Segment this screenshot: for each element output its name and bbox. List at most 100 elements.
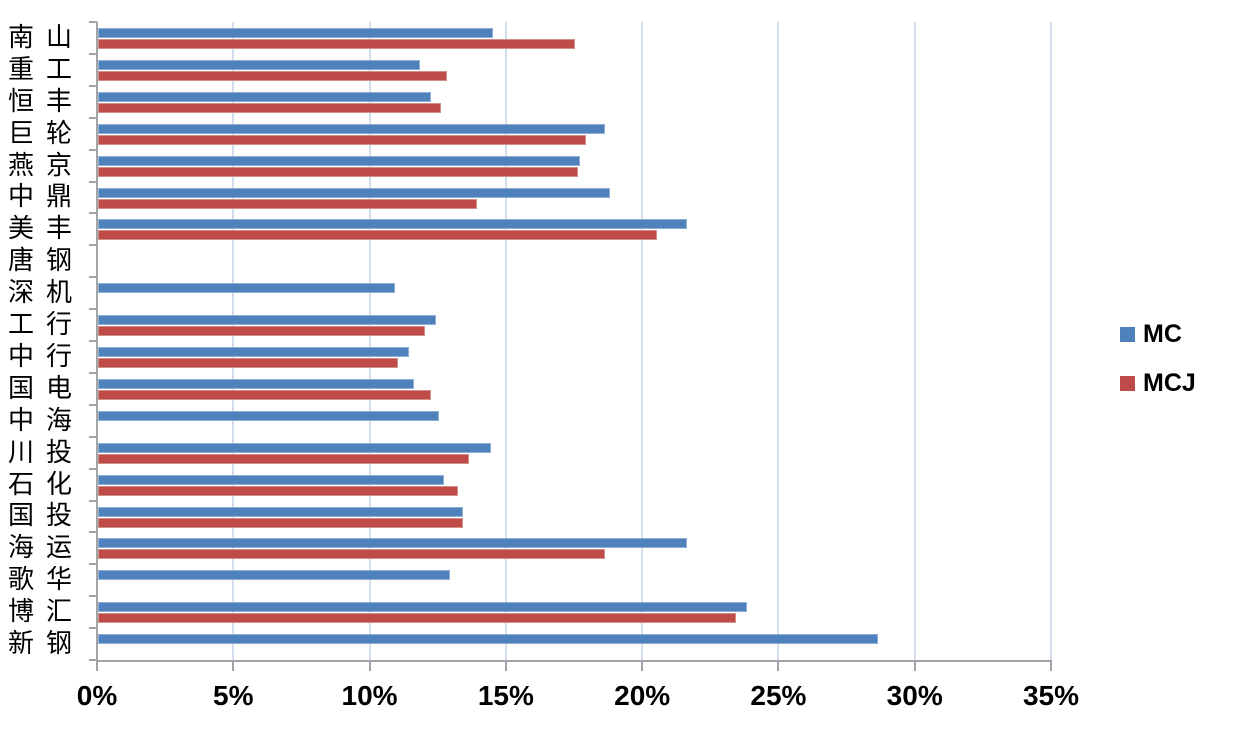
bar-mcj-工行 [98, 326, 426, 337]
legend-item-mcj: MCJ [1120, 371, 1196, 396]
x-axis-tick-label: 20% [614, 680, 671, 711]
category-char: 山 [45, 22, 72, 53]
category-char: 歌 [8, 565, 35, 596]
y-axis-category-label: 中鼎 [8, 182, 72, 212]
y-axis-tick [89, 563, 97, 566]
x-axis-tick [96, 662, 98, 671]
y-axis-category-label: 博汇 [8, 597, 72, 627]
category-char: 电 [45, 373, 72, 404]
category-char: 运 [45, 533, 72, 564]
category-char: 博 [8, 597, 35, 628]
category-char: 钢 [45, 629, 72, 660]
bar-mcj-重工 [98, 70, 447, 81]
y-axis-category-label: 深机 [8, 278, 72, 308]
bar-mc-恒丰 [98, 91, 431, 102]
y-axis-tick [89, 467, 97, 470]
category-char: 巨 [8, 118, 35, 149]
bar-mcj-博汇 [98, 613, 736, 624]
bar-mc-燕京 [98, 155, 581, 166]
legend-label: MC [1143, 320, 1182, 348]
x-axis-tick-label: 25% [750, 680, 807, 711]
x-axis [96, 660, 1052, 662]
category-char: 中 [8, 341, 35, 372]
legend: MC MCJ [1120, 322, 1196, 420]
bar-mc-中鼎 [98, 187, 611, 198]
y-axis-category-label: 唐钢 [8, 246, 72, 276]
category-char: 化 [45, 469, 72, 500]
y-axis-tick [89, 499, 97, 502]
y-axis-tick [89, 340, 97, 342]
bar-mc-海运 [98, 538, 687, 549]
category-char: 工 [45, 54, 72, 85]
y-axis-tick [89, 116, 97, 119]
y-axis-tick [89, 308, 97, 311]
legend-swatch-mcj-icon [1120, 376, 1135, 391]
bar-mcj-巨轮 [98, 134, 586, 145]
y-axis-category-label: 重工 [8, 55, 72, 85]
y-axis-tick [89, 371, 97, 374]
category-char: 华 [45, 565, 72, 596]
bar-mcj-海运 [98, 549, 605, 560]
category-char: 川 [8, 437, 35, 468]
bar-mcj-中行 [98, 358, 398, 368]
gridline [641, 22, 644, 660]
category-char: 恒 [8, 86, 35, 117]
y-axis-category-label: 南山 [8, 23, 72, 53]
gridline [777, 22, 780, 660]
y-axis-tick [89, 52, 97, 55]
bar-mc-国投 [98, 506, 464, 517]
y-axis-category-label: 国电 [8, 374, 72, 404]
category-char: 钢 [45, 246, 72, 277]
y-axis [96, 22, 98, 660]
category-char: 行 [45, 341, 72, 372]
bar-mcj-中鼎 [98, 198, 477, 209]
y-axis-tick [89, 244, 97, 247]
category-char: 南 [8, 22, 35, 53]
bar-mc-巨轮 [98, 123, 605, 134]
y-axis-category-label: 国投 [8, 501, 72, 531]
bar-mc-国电 [98, 378, 415, 389]
category-char: 工 [8, 310, 35, 341]
bar-mcj-燕京 [98, 166, 578, 177]
bar-mcj-美丰 [98, 230, 657, 241]
bar-mc-石化 [98, 474, 445, 485]
category-char: 重 [8, 54, 35, 85]
category-char: 海 [45, 405, 72, 436]
y-axis-tick [89, 531, 97, 534]
y-axis-tick [89, 435, 97, 438]
y-axis-category-label: 中海 [8, 406, 72, 436]
category-char: 唐 [8, 246, 35, 277]
x-axis-tick [777, 662, 780, 671]
x-axis-tick-label: 5% [213, 680, 254, 711]
category-char: 国 [8, 501, 35, 532]
category-char: 美 [8, 214, 35, 245]
category-char: 深 [8, 278, 35, 309]
y-axis-tick [89, 148, 97, 151]
bar-mcj-国投 [98, 517, 464, 528]
bar-mcj-国电 [98, 389, 431, 400]
bar-mc-深机 [98, 283, 396, 294]
x-axis-tick [1050, 662, 1052, 671]
y-axis-tick [89, 84, 97, 87]
y-axis-tick [89, 212, 97, 215]
y-axis-tick [89, 627, 97, 630]
bar-mc-重工 [98, 59, 420, 70]
x-axis-tick [913, 662, 916, 671]
category-char: 国 [8, 373, 35, 404]
bar-mcj-南山 [98, 39, 575, 49]
y-axis-category-label: 巨轮 [8, 119, 72, 149]
bar-mc-中海 [98, 410, 439, 421]
gridline [1050, 22, 1052, 660]
x-axis-tick [504, 662, 507, 671]
plot-area: 0% 5% 10% 15% 20% 25% 30% 35% 南山重工恒丰巨轮燕京中鼎美丰唐钢深机… [8, 21, 1079, 711]
category-char: 新 [8, 629, 35, 660]
category-char: 行 [45, 310, 72, 341]
category-char: 汇 [45, 597, 72, 628]
category-char: 投 [45, 501, 72, 532]
y-axis-tick [89, 276, 97, 279]
x-axis-tick-label: 30% [886, 680, 943, 711]
y-axis-category-label: 歌华 [8, 565, 72, 595]
x-axis-tick-label: 15% [477, 680, 534, 711]
y-axis-category-label: 美丰 [8, 214, 72, 244]
x-axis-tick-label: 10% [341, 680, 398, 711]
